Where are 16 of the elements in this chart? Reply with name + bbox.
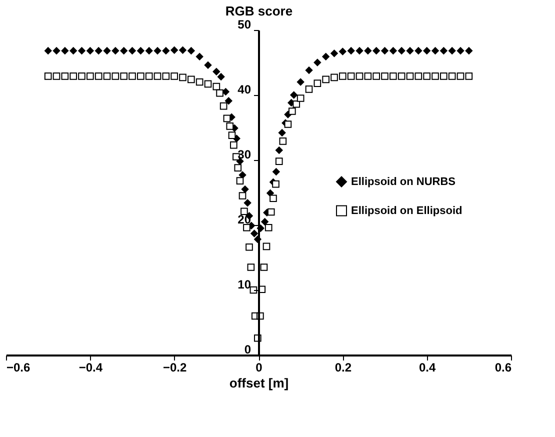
- y-axis-title: RGB score: [225, 4, 293, 18]
- x-tick-label: 0.6: [494, 360, 512, 374]
- x-tick-label: 0: [256, 360, 263, 374]
- y-tick-label: 50: [238, 18, 252, 32]
- legend-label: Ellipsoid on Ellipsoid: [351, 204, 462, 217]
- x-tick-label: 0.2: [334, 360, 352, 374]
- x-tick-label: −0.6: [6, 360, 31, 374]
- x-tick-label: −0.4: [78, 360, 103, 374]
- legend-label: Ellipsoid on NURBS: [351, 176, 456, 188]
- y-tick-label: 0: [244, 342, 252, 356]
- y-tick-label: 30: [238, 148, 252, 162]
- y-tick-label: 10: [238, 278, 252, 292]
- y-tick-label: 40: [238, 82, 252, 96]
- x-tick-label: −0.2: [162, 360, 187, 374]
- x-tick-label: 0.4: [418, 360, 436, 374]
- x-axis-title: offset [m]: [229, 376, 289, 390]
